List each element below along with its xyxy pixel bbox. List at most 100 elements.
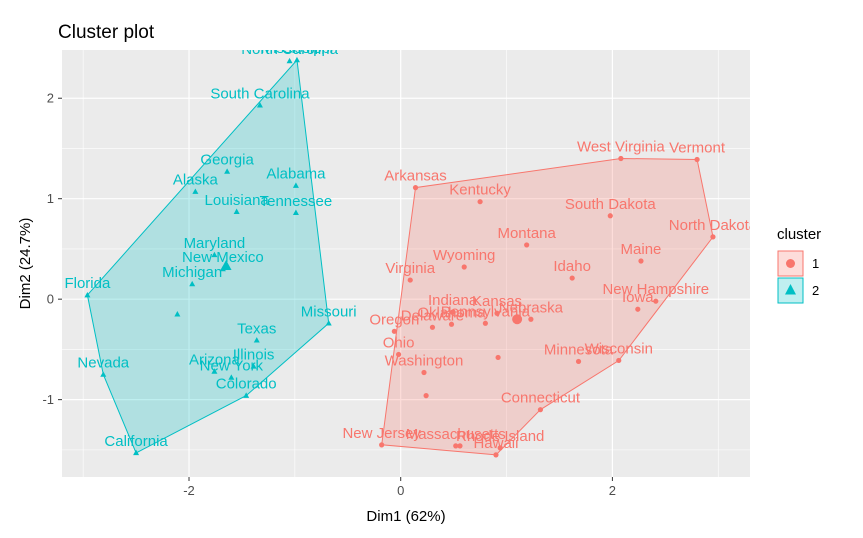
point-label: Indiana	[428, 292, 478, 309]
point-label: California	[104, 433, 168, 450]
point-label: Iowa	[622, 289, 654, 306]
data-point	[211, 251, 218, 258]
legend-key-1-dot-icon	[786, 259, 795, 268]
data-point	[524, 242, 530, 248]
point-label: Tennessee	[260, 193, 333, 210]
data-point	[174, 311, 181, 317]
point-label: Kansas	[472, 293, 522, 310]
point-label: Ohio	[383, 334, 415, 351]
cluster-2-center	[220, 260, 232, 271]
point-label: New York	[200, 358, 264, 375]
point-label: Wyoming	[433, 247, 495, 264]
data-point	[293, 56, 300, 63]
data-point	[100, 371, 107, 377]
y-tick-label: -1	[42, 392, 54, 407]
data-point	[495, 354, 501, 361]
data-point	[449, 309, 456, 315]
point-label: Delaware	[401, 307, 464, 324]
x-tick-label: 2	[609, 483, 616, 498]
data-point	[292, 182, 299, 188]
data-point	[528, 316, 534, 322]
data-point	[189, 280, 196, 287]
point-label: Maine	[621, 241, 662, 258]
point-label: Mississippi	[261, 40, 334, 57]
y-tick-label: 0	[47, 292, 54, 307]
data-point	[211, 368, 218, 374]
point-label: New Mexico	[182, 249, 264, 266]
point-label: Colorado	[216, 376, 277, 393]
y-axis-title: Dim2 (24.7%)	[17, 218, 34, 310]
data-point	[421, 369, 427, 376]
point-label: Rhode Island	[456, 428, 544, 445]
data-point	[607, 213, 613, 219]
data-point	[395, 351, 402, 358]
point-label: South Dakota	[565, 196, 657, 213]
point-label: West Virginia	[577, 139, 665, 156]
data-point	[253, 337, 260, 343]
point-label: Arizona	[189, 352, 241, 369]
point-label: Massachusetts	[406, 426, 506, 443]
point-label: Kentucky	[449, 182, 511, 199]
legend: cluster 1 2	[777, 226, 821, 304]
point-label: Missouri	[301, 303, 357, 320]
data-point	[448, 321, 455, 327]
data-point	[192, 188, 199, 194]
point-label: New Jersey	[342, 425, 421, 442]
point-label: Oregon	[369, 311, 419, 328]
legend-label-2: 2	[812, 283, 819, 298]
point-label: Virginia	[385, 260, 435, 277]
data-point	[453, 443, 459, 449]
point-label: Louisiana	[205, 192, 270, 209]
point-label: Hawaii	[473, 435, 518, 452]
data-points	[84, 56, 716, 458]
point-label: South Carolina	[210, 85, 310, 102]
cluster-1-center	[512, 314, 523, 325]
data-point	[457, 443, 463, 449]
data-point	[429, 324, 436, 330]
point-label: Oklahoma	[417, 304, 486, 321]
legend-key-1	[777, 250, 804, 277]
point-label: Washington	[385, 353, 464, 370]
y-axis: -1 0 1 2	[42, 91, 62, 407]
x-tick-label: -2	[183, 483, 195, 498]
point-label: Arkansas	[384, 168, 447, 185]
data-point	[233, 208, 240, 214]
point-label: Michigan	[162, 264, 222, 281]
data-point	[638, 258, 644, 264]
legend-key-2-triangle-icon	[785, 284, 796, 295]
point-label: Alaska	[173, 172, 219, 189]
data-point	[224, 168, 231, 174]
data-point	[575, 358, 582, 365]
legend-label-1: 1	[812, 256, 819, 271]
x-tick-label: 0	[397, 483, 404, 498]
data-point	[537, 407, 544, 413]
legend-title: cluster	[777, 226, 821, 243]
data-point	[286, 57, 293, 64]
data-point	[412, 185, 419, 191]
data-point	[477, 199, 483, 205]
data-point	[250, 363, 257, 369]
data-point	[292, 209, 299, 215]
data-point	[653, 298, 659, 304]
point-label: Georgia	[200, 152, 254, 169]
minor-gridlines	[62, 50, 750, 477]
point-label: Maryland	[184, 235, 246, 252]
data-point	[493, 452, 499, 458]
major-gridlines	[62, 50, 750, 477]
data-point	[497, 445, 503, 451]
data-point	[243, 392, 250, 398]
point-label: Texas	[237, 320, 276, 337]
point-label: Pennsylvania	[441, 303, 531, 320]
y-tick-label: 2	[47, 91, 54, 106]
point-label: Alabama	[266, 166, 326, 183]
data-point	[256, 102, 263, 108]
point-label: Idaho	[553, 258, 591, 275]
point-label: Illinois	[233, 346, 275, 363]
data-point	[482, 320, 488, 326]
point-label: North Dakota	[669, 217, 758, 234]
point-label: Connecticut	[501, 390, 581, 407]
data-point	[710, 234, 716, 240]
data-point	[325, 320, 332, 326]
